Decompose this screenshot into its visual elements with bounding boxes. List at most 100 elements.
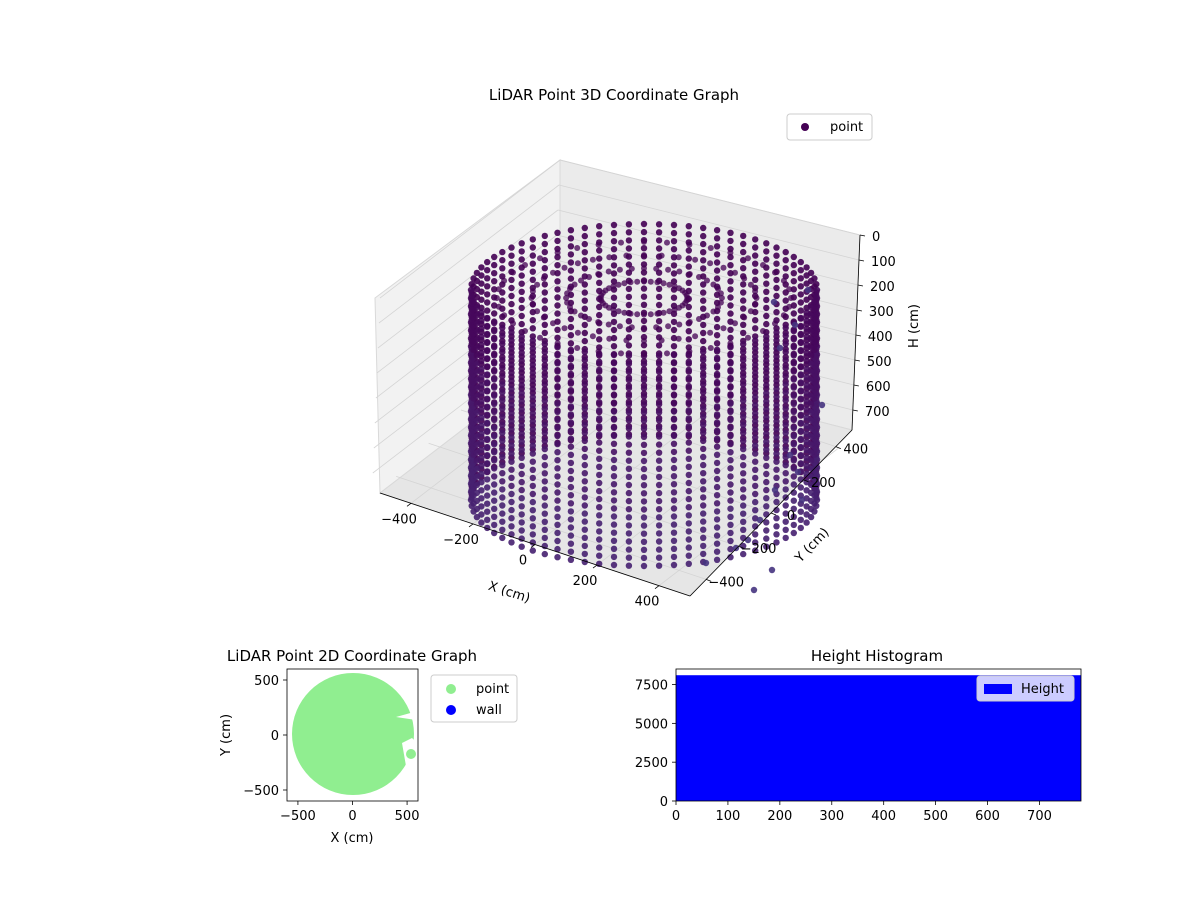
data-point [508, 260, 515, 267]
data-point [655, 546, 663, 553]
data-point [550, 269, 556, 276]
data-point [491, 336, 498, 343]
data-point [529, 507, 536, 514]
data-point [625, 465, 633, 472]
data-point [713, 323, 721, 331]
data-point [518, 296, 525, 304]
data-point [763, 333, 770, 340]
data-point [752, 268, 759, 275]
data-point [581, 502, 588, 509]
data-point [554, 513, 561, 520]
data-point [653, 324, 660, 331]
data-point [797, 411, 804, 418]
data-point [467, 286, 475, 294]
data-point [541, 348, 548, 356]
data-point [541, 321, 548, 328]
data-point [518, 422, 525, 429]
data-point [625, 237, 633, 244]
data-point [478, 382, 485, 389]
data-point [554, 554, 561, 561]
data-point [491, 432, 498, 440]
data-point [763, 373, 770, 381]
data-point [773, 329, 780, 336]
data-point [670, 351, 678, 359]
data-point [581, 437, 588, 445]
data-point [727, 270, 734, 277]
data-point [752, 325, 759, 332]
data-point [740, 405, 747, 412]
data-point [541, 329, 548, 337]
data-point [720, 264, 727, 271]
data-point [554, 497, 561, 504]
data-point [518, 312, 525, 320]
data-point [499, 502, 506, 509]
data-point [567, 548, 575, 555]
data-point [732, 269, 738, 276]
data-point [640, 433, 648, 440]
data-point [685, 399, 692, 406]
data-point [790, 457, 797, 464]
x-tick-label-hist: 0 [672, 809, 680, 824]
data-point [655, 433, 663, 440]
data-point [763, 349, 770, 356]
data-point [803, 487, 810, 494]
data-point [499, 453, 506, 461]
data-point [763, 398, 770, 405]
data-point [491, 253, 498, 261]
data-point [797, 395, 804, 402]
data-point [700, 534, 707, 541]
data-point [478, 264, 485, 271]
data-point [640, 317, 648, 325]
data-point [640, 220, 648, 228]
data-point [670, 368, 678, 375]
data-point [499, 357, 506, 364]
data-point [790, 416, 797, 424]
data-point [581, 518, 588, 525]
data-point [773, 434, 780, 441]
data-point [640, 301, 648, 308]
data-point [478, 357, 485, 365]
data-point [581, 305, 588, 312]
data-point [700, 502, 707, 509]
data-point [670, 343, 678, 350]
data-point [478, 398, 485, 405]
data-point [567, 475, 575, 483]
data-point [670, 278, 678, 285]
data-point [625, 481, 633, 489]
data-point [780, 277, 787, 284]
data-point [655, 401, 663, 408]
data-point [752, 402, 759, 409]
data-point [700, 348, 707, 356]
data-point [470, 298, 477, 305]
data-point [554, 278, 561, 285]
data-point [529, 353, 536, 360]
data-point [713, 556, 721, 563]
data-point [763, 406, 770, 413]
data-point [571, 308, 578, 315]
data-point [554, 521, 561, 528]
data-point [491, 344, 498, 351]
data-point [596, 520, 603, 527]
data-point [554, 237, 561, 245]
data-point [640, 401, 648, 408]
data-point [704, 312, 710, 319]
data-point [484, 379, 491, 386]
data-point [655, 457, 663, 464]
data-point [773, 442, 780, 449]
data-point [727, 294, 734, 301]
data-point [518, 333, 525, 340]
data-point [655, 360, 663, 367]
data-point [655, 417, 663, 424]
data-point [773, 353, 780, 360]
data-point [508, 385, 515, 393]
data-point [541, 357, 548, 364]
data-point [499, 332, 506, 340]
data-point [794, 468, 802, 476]
data-point [581, 486, 588, 493]
data-point [790, 392, 797, 399]
ticks-hist: 0 100 200 300 400 500 600 700 0 2500 5000 7500 [635, 679, 1052, 824]
data-point [713, 395, 721, 402]
data-point [713, 516, 721, 523]
data-point [740, 486, 747, 493]
data-point [499, 421, 506, 428]
